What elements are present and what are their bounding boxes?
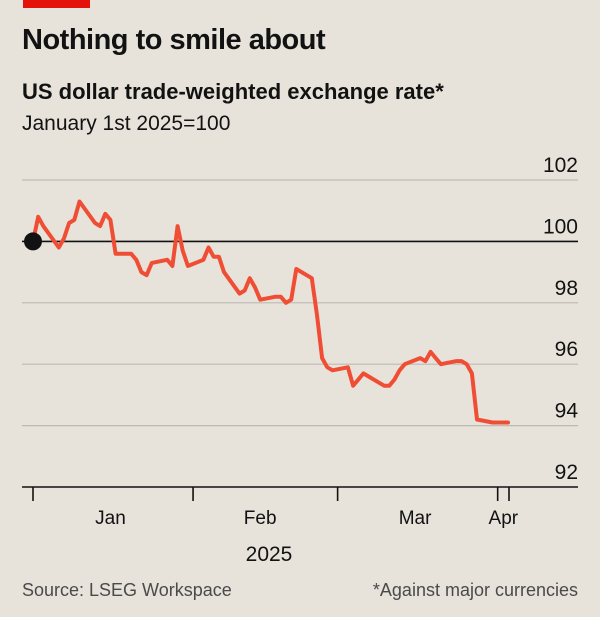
chart-title: Nothing to smile about [22,24,326,56]
chart-subtitle: US dollar trade-weighted exchange rate* [22,79,444,104]
x-month-label-mar: Mar [399,508,432,529]
x-month-label-apr: Apr [489,508,519,529]
x-month-label-feb: Feb [244,508,277,529]
y-tick-label-102: 102 [543,154,578,177]
y-tick-label-100: 100 [543,215,578,238]
x-month-label-jan: Jan [95,508,126,529]
exchange-rate-chart: 92 94 96 98 100 102 Jan Feb Mar Apr 2025 [22,154,578,566]
series-line-usd-index [31,199,510,425]
chart-index-note: January 1st 2025=100 [22,112,231,135]
y-tick-label-98: 98 [555,277,578,300]
y-tick-label-92: 92 [555,461,578,484]
y-tick-label-94: 94 [555,400,579,423]
brand-tag [23,0,90,8]
source-note: Source: LSEG Workspace [22,580,232,600]
grid-layer [22,179,578,488]
x-axis: Jan Feb Mar Apr [32,487,519,529]
x-axis-year-label: 2025 [246,543,293,566]
currency-footnote: *Against major currencies [372,580,578,600]
y-tick-labels: 92 94 96 98 100 102 [543,154,578,484]
start-marker-point [24,232,42,251]
y-tick-label-96: 96 [555,338,578,361]
